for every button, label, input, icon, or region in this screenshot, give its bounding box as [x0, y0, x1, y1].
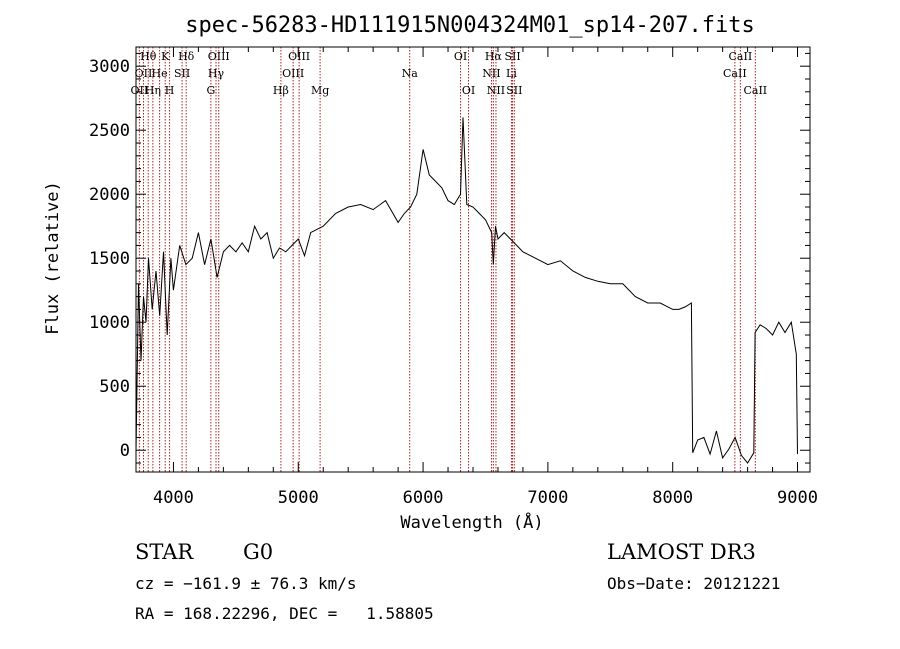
chart-title: spec-56283-HD111915N004324M01_sp14-207.f…: [185, 13, 755, 38]
line-label-8: Hδ: [178, 50, 195, 63]
line-label-12: Hβ: [273, 84, 289, 97]
redshift-velocity: cz = −161.9 ± 76.3 km/s: [135, 574, 357, 593]
line-label-18: OI: [462, 84, 475, 97]
line-label-17: OI: [454, 50, 467, 63]
y-axis: 0 500 1000 1500 2000 2500 3000: [89, 52, 810, 464]
plot-frame: [135, 46, 811, 473]
spectral-line-labels: OIIHθOIIHηHeKHSIIHδGOIIIHγHβOIIIOIIIMgNa…: [131, 50, 768, 97]
line-label-19: Hα: [485, 50, 503, 63]
line-label-26: CaII: [723, 67, 747, 80]
line-label-5: K: [161, 50, 170, 63]
x-tick-label: 9000: [777, 488, 818, 508]
x-tick-label: 6000: [403, 488, 444, 508]
y-tick-label: 0: [120, 441, 130, 461]
line-label-24: SII: [506, 84, 522, 97]
x-tick-label: 8000: [652, 488, 693, 508]
line-label-15: Mg: [311, 84, 329, 97]
line-label-1: Hθ: [140, 50, 157, 63]
y-axis-label: Flux (relative): [43, 181, 63, 335]
line-label-14: OIII: [282, 67, 304, 80]
y-tick-label: 1500: [89, 249, 130, 269]
y-tick-label: 1000: [89, 313, 130, 333]
line-label-0: OII: [131, 84, 149, 97]
y-tick-label: 3000: [89, 57, 130, 77]
y-tick-label: 2000: [89, 185, 130, 205]
x-axis: 4000 5000 6000 7000 8000 9000: [153, 47, 818, 508]
line-label-7: SII: [174, 67, 190, 80]
survey-name: LAMOST DR3: [607, 540, 756, 564]
spectrum-chart: spec-56283-HD111915N004324M01_sp14-207.f…: [43, 13, 818, 533]
line-label-10: OIII: [208, 50, 230, 63]
line-label-20: NII: [482, 67, 500, 80]
line-label-22: SII: [504, 50, 520, 63]
line-label-9: G: [206, 84, 215, 97]
x-tick-label: 5000: [278, 488, 319, 508]
line-label-13: OIII: [288, 50, 310, 63]
line-label-21: NII: [487, 84, 505, 97]
line-label-4: He: [152, 67, 168, 80]
line-label-16: Na: [402, 67, 419, 80]
coordinates: RA = 168.22296, DEC = 1.58805: [135, 604, 434, 623]
spectrum-series-line: [135, 117, 798, 464]
spectral-subclass: G0: [243, 540, 274, 564]
line-label-27: CaII: [743, 84, 767, 97]
y-tick-label: 2500: [89, 121, 130, 141]
observation-date: Obs−Date: 20121221: [607, 574, 781, 593]
line-label-3: Hη: [145, 84, 161, 97]
line-label-6: H: [165, 84, 175, 97]
x-tick-label: 4000: [153, 488, 194, 508]
spectral-line-markers: [138, 47, 756, 472]
line-label-11: Hγ: [208, 67, 225, 80]
line-label-25: CaII: [729, 50, 753, 63]
x-tick-label: 7000: [527, 488, 568, 508]
line-label-23: Li: [506, 67, 517, 80]
y-tick-label: 500: [99, 377, 130, 397]
object-type: STAR: [135, 540, 194, 564]
line-label-2: OII: [135, 67, 153, 80]
x-axis-label: Wavelength (Å): [400, 511, 543, 533]
